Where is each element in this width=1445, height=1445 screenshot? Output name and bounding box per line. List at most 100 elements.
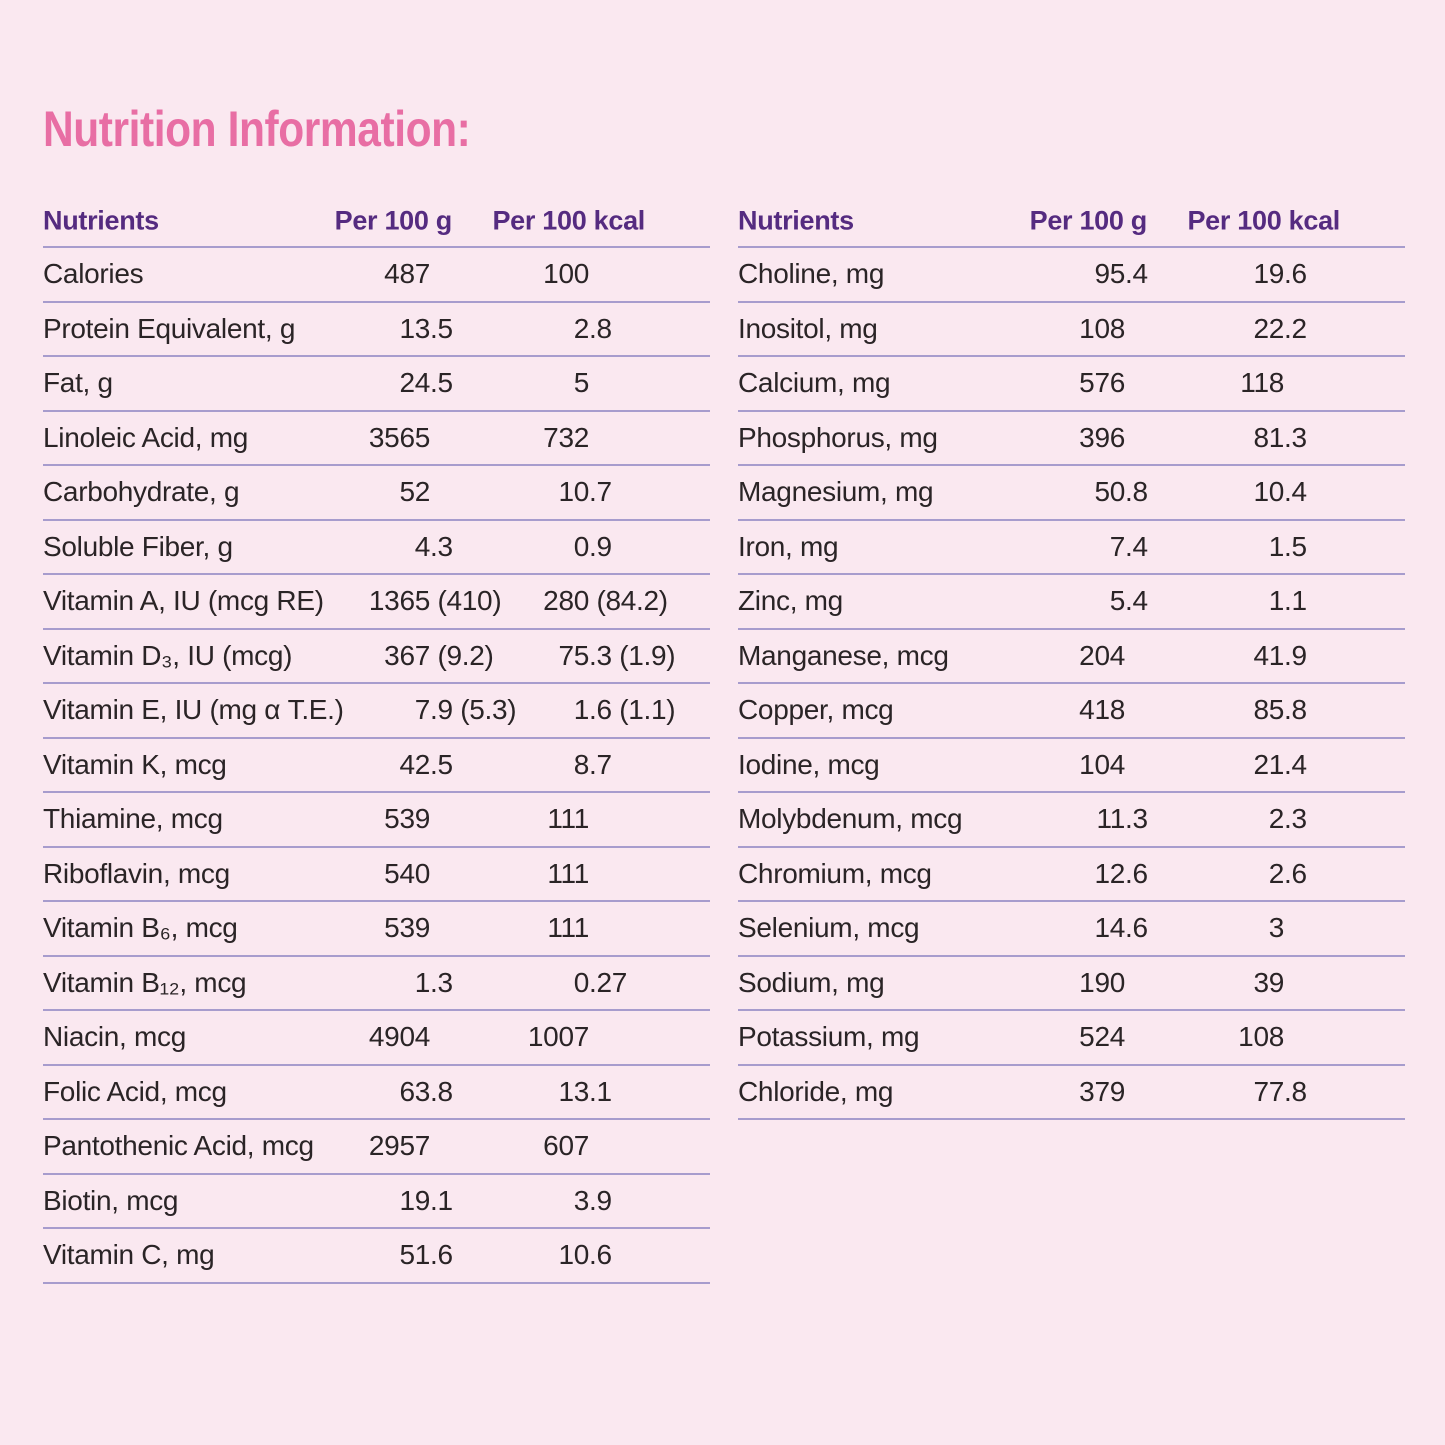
per-100g-value: 7.4 xyxy=(1109,530,1148,562)
per-100g-value: 19.1 xyxy=(399,1184,453,1216)
nutrient-name: Folic Acid, mcg xyxy=(43,1075,227,1107)
nutrient-name: Niacin, mcg xyxy=(43,1021,186,1053)
per-100g-value: 539 xyxy=(384,912,430,944)
nutrient-name: Copper, mcg xyxy=(738,694,894,726)
table-row: Magnesium, mg 50.8 10.4 xyxy=(738,466,1405,521)
table-row: Soluble Fiber, g 4.3 0.9 xyxy=(43,521,710,575)
per-100g-value: 63.8 xyxy=(399,1075,453,1107)
per-100g-value: 418 xyxy=(1079,694,1125,726)
per-100g-value: 95.4 xyxy=(1094,258,1148,290)
per-100g-value: 5.4 xyxy=(1109,585,1148,617)
nutrition-table-left: Nutrients Per 100 g Per 100 kcal Calorie… xyxy=(43,196,710,1284)
nutrient-name: Protein Equivalent, g xyxy=(43,312,296,344)
per-100kcal-value: 81.3 xyxy=(1253,421,1307,453)
nutrient-name: Biotin, mcg xyxy=(43,1184,179,1216)
table-row: Vitamin E, IU (mg α T.E.) 7.9 (5.3) 1.6 … xyxy=(43,684,710,739)
per-100kcal-value: 1.1 xyxy=(1268,585,1307,617)
nutrient-name: Vitamin A, IU (mcg RE) xyxy=(43,585,324,617)
per-100g-value: 1365 (410) xyxy=(368,585,502,617)
nutrient-name: Linoleic Acid, mg xyxy=(43,421,249,453)
table-row: Iron, mg 7.4 1.5 xyxy=(738,521,1405,575)
page-title: Nutrition Information: xyxy=(43,101,471,157)
table-row: Molybdenum, mcg 11.3 2.3 xyxy=(738,793,1405,848)
per-100g-value: 52 xyxy=(399,476,430,508)
nutrient-name: Manganese, mcg xyxy=(738,639,949,671)
per-100g-value: 396 xyxy=(1079,421,1125,453)
table-row: Vitamin B₆, mcg 539 111 xyxy=(43,902,710,957)
per-100g-value: 4.3 xyxy=(414,530,453,562)
column-header-per-100kcal: Per 100 kcal xyxy=(492,205,645,236)
table-row: Niacin, mcg 4904 1007 xyxy=(43,1011,710,1066)
per-100g-value: 540 xyxy=(384,857,430,889)
nutrient-name: Choline, mg xyxy=(738,258,885,290)
nutrient-name: Iodine, mcg xyxy=(738,748,880,780)
per-100kcal-value: 2.6 xyxy=(1268,857,1307,889)
nutrient-name: Phosphorus, mg xyxy=(738,421,938,453)
table-row: Thiamine, mcg 539 111 xyxy=(43,793,710,848)
per-100kcal-value: 0.9 xyxy=(573,530,612,562)
nutrient-name: Magnesium, mg xyxy=(738,476,934,508)
per-100kcal-value: 108 xyxy=(1238,1021,1284,1053)
per-100kcal-value: 22.2 xyxy=(1253,312,1307,344)
per-100g-value: 576 xyxy=(1079,367,1125,399)
table-row: Phosphorus, mg 396 81.3 xyxy=(738,412,1405,466)
per-100kcal-value: 111 xyxy=(547,803,589,835)
nutrient-name: Zinc, mg xyxy=(738,585,843,617)
nutrient-name: Calcium, mg xyxy=(738,367,891,399)
table-row: Calories 487 100 xyxy=(43,248,710,303)
table-row: Choline, mg 95.4 19.6 xyxy=(738,248,1405,303)
per-100kcal-value: 3.9 xyxy=(573,1184,612,1216)
column-header-per-100kcal: Per 100 kcal xyxy=(1187,205,1340,236)
per-100g-value: 524 xyxy=(1079,1021,1125,1053)
per-100kcal-value: 280 (84.2) xyxy=(543,585,668,617)
per-100kcal-value: 607 xyxy=(543,1130,589,1162)
per-100kcal-value: 0.27 xyxy=(573,966,628,998)
per-100g-value: 3565 xyxy=(368,421,430,453)
table-row: Inositol, mg 108 22.2 xyxy=(738,303,1405,357)
per-100g-value: 539 xyxy=(384,803,430,835)
per-100kcal-value: 5 xyxy=(573,367,590,399)
tables-container: Nutrients Per 100 g Per 100 kcal Calorie… xyxy=(43,196,1405,1284)
table-row: Chromium, mcg 12.6 2.6 xyxy=(738,848,1405,902)
per-100kcal-value: 10.6 xyxy=(558,1239,612,1271)
nutrient-name: Selenium, mcg xyxy=(738,912,920,944)
per-100g-value: 487 xyxy=(384,258,430,290)
per-100kcal-value: 75.3 (1.9) xyxy=(558,639,676,671)
per-100kcal-value: 10.4 xyxy=(1253,476,1307,508)
per-100kcal-value: 77.8 xyxy=(1253,1075,1307,1107)
table-header-row: Nutrients Per 100 g Per 100 kcal xyxy=(738,196,1405,248)
nutrient-name: Iron, mg xyxy=(738,530,839,562)
nutrition-table-right: Nutrients Per 100 g Per 100 kcal Choline… xyxy=(738,196,1405,1284)
table-row: Vitamin A, IU (mcg RE) 1365 (410) 280 (8… xyxy=(43,575,710,630)
table-row: Pantothenic Acid, mcg 2957 607 xyxy=(43,1120,710,1175)
nutrient-name: Carbohydrate, g xyxy=(43,476,240,508)
per-100kcal-value: 41.9 xyxy=(1253,639,1307,671)
table-row: Vitamin C, mg 51.6 10.6 xyxy=(43,1229,710,1284)
table-row: Iodine, mcg 104 21.4 xyxy=(738,739,1405,793)
per-100kcal-value: 19.6 xyxy=(1253,258,1307,290)
per-100kcal-value: 8.7 xyxy=(573,748,612,780)
table-body: Choline, mg 95.4 19.6 Inositol, mg 108 2… xyxy=(738,248,1405,1120)
per-100g-value: 50.8 xyxy=(1094,476,1148,508)
per-100kcal-value: 118 xyxy=(1240,367,1284,399)
per-100g-value: 11.3 xyxy=(1096,803,1149,835)
nutrient-name: Pantothenic Acid, mcg xyxy=(43,1130,314,1162)
nutrient-name: Vitamin D₃, IU (mcg) xyxy=(43,639,293,671)
per-100kcal-value: 21.4 xyxy=(1253,748,1307,780)
column-header-nutrients: Nutrients xyxy=(43,205,159,236)
table-row: Sodium, mg 190 39 xyxy=(738,957,1405,1011)
per-100g-value: 42.5 xyxy=(399,748,453,780)
nutrient-name: Vitamin C, mg xyxy=(43,1239,215,1271)
per-100g-value: 204 xyxy=(1079,639,1125,671)
table-row: Riboflavin, mcg 540 111 xyxy=(43,848,710,902)
per-100g-value: 104 xyxy=(1079,748,1125,780)
table-row: Selenium, mcg 14.6 3 xyxy=(738,902,1405,957)
nutrient-name: Sodium, mg xyxy=(738,966,885,998)
per-100g-value: 4904 xyxy=(368,1021,430,1053)
table-row: Biotin, mcg 19.1 3.9 xyxy=(43,1175,710,1229)
per-100kcal-value: 111 xyxy=(547,912,589,944)
per-100kcal-value: 1.5 xyxy=(1268,530,1307,562)
per-100kcal-value: 1.6 (1.1) xyxy=(573,694,676,726)
table-row: Copper, mcg 418 85.8 xyxy=(738,684,1405,739)
